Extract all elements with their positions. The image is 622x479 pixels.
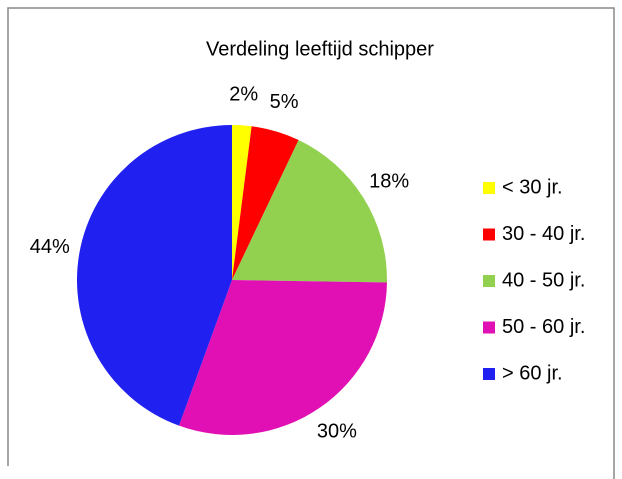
pie-slice [77, 125, 232, 426]
legend-label: 50 - 60 jr. [502, 316, 585, 338]
data-label: 44% [30, 236, 70, 258]
data-label: 5% [270, 91, 299, 113]
legend-label: > 60 jr. [502, 362, 563, 384]
pie-slice [232, 125, 252, 280]
data-label: 2% [229, 84, 258, 106]
chart-frame [7, 7, 615, 479]
legend-swatch [483, 321, 495, 334]
legend-swatch [483, 182, 495, 194]
pie-slice [232, 140, 388, 283]
legend-label: 40 - 50 jr. [502, 269, 585, 291]
data-label: 30% [317, 421, 357, 443]
legend-swatch [483, 275, 495, 287]
legend-swatch [483, 368, 495, 380]
legend-label: 30 - 40 jr. [502, 223, 585, 245]
legend-swatch [483, 228, 495, 241]
data-label: 18% [369, 171, 409, 193]
legend-label: < 30 jr. [502, 176, 563, 198]
pie-slice [232, 126, 299, 280]
chart-title: Verdeling leeftijd schipper [206, 38, 434, 60]
pie-slice [178, 280, 387, 435]
